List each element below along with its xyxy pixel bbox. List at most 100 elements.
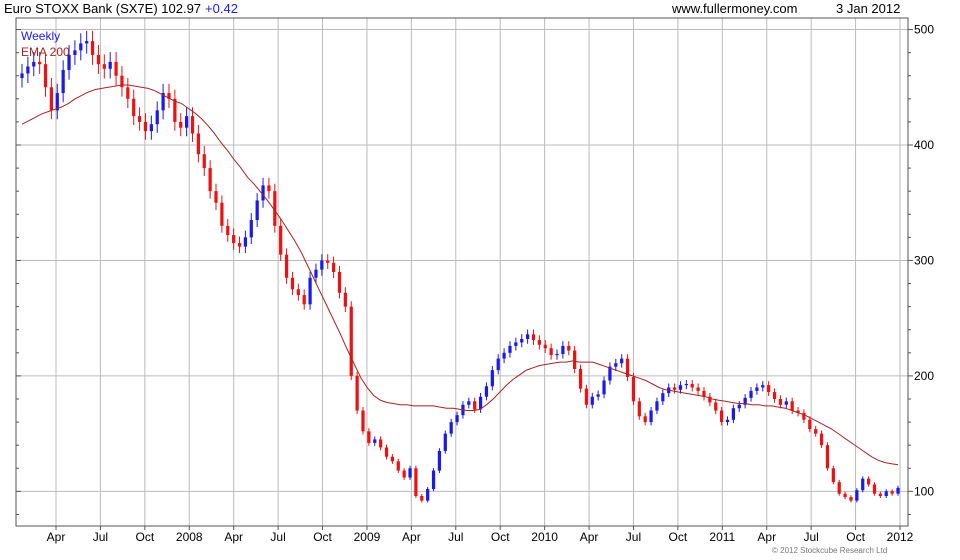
candle-body [297,289,300,295]
candle-body [185,116,188,128]
y-tick-label: 500 [914,23,934,37]
candle-body [620,359,623,364]
candle-body [156,110,159,124]
candle-body [444,434,447,451]
candle-body [538,340,541,345]
candle-body [214,191,217,203]
candles [20,31,899,503]
candle-body [285,255,288,278]
candle-body [479,397,482,410]
candle-body [403,471,406,478]
candle-body [561,346,564,354]
candle-body [414,468,417,496]
candle-body [638,401,641,416]
candle-body [138,116,141,122]
candle-body [209,168,212,191]
x-tick-label: 2008 [176,530,203,544]
candle-body [779,399,782,405]
candle-body [691,384,694,387]
candle-body [173,99,176,122]
candle-body [896,488,899,494]
x-tick-label: Oct [669,530,688,544]
candle-body [685,384,688,385]
candle-body [73,50,76,55]
candle-body [132,99,135,116]
candle-body [791,401,794,410]
x-tick-label: Jul [626,530,641,544]
candle-body [109,62,112,69]
candle-body [785,401,788,404]
candle-body [808,420,811,429]
candle-body [614,363,617,366]
candle-body [397,461,400,470]
candle-body [773,392,776,399]
y-tick-label: 300 [914,253,934,267]
candle-body [814,429,817,434]
candle-body [520,339,523,342]
candle-body [879,494,882,496]
candle-body [279,226,282,255]
x-tick-label: Apr [47,530,66,544]
candle-body [885,491,888,496]
candle-body [550,348,553,355]
candle-body [391,457,394,462]
candle-body [226,226,229,235]
candle-body [332,263,335,272]
y-tick-label: 200 [914,369,934,383]
candle-body [673,387,676,389]
x-tick-label: Apr [402,530,421,544]
candle-body [114,62,117,76]
candle-body [873,484,876,493]
candle-body [720,411,723,423]
y-tick-label: 100 [914,484,934,498]
candle-body [843,494,846,497]
axes: 100 200 300 400 500 Apr Jul Oct 2008 Apr Jul Oct 200… [16,18,934,544]
candle-body [832,468,835,482]
candle-body [514,342,517,345]
x-tick-label: Jul [270,530,285,544]
candle-body [426,489,429,501]
candle-body [50,87,53,110]
candle-body [473,401,476,409]
candle-body [379,439,382,447]
candle-body [714,402,717,410]
candle-body [244,237,247,246]
legend-weekly: Weekly [21,29,60,43]
candle-body [238,243,241,246]
candle-body [749,391,752,398]
candle-body [820,434,823,446]
candle-body [291,278,294,290]
candle-body [649,411,652,423]
candle-body [761,385,764,387]
x-tick-label: Oct [846,530,865,544]
candle-body [585,389,588,405]
candle-body [544,345,547,348]
candle-body [191,116,194,133]
candle-body [32,62,35,67]
candle-body [314,270,317,278]
candle-body [20,73,23,78]
candle-body [467,401,470,404]
candle-body [738,405,741,408]
candle-body [632,377,635,401]
candle-body [491,370,494,386]
candle-body [497,359,500,371]
candle-body [485,386,488,396]
x-tick-label: Apr [224,530,243,544]
candle-body [602,381,605,395]
candle-body [85,41,88,43]
x-tick-label: 2012 [887,530,914,544]
grid [16,18,908,526]
x-tick-label: Oct [491,530,510,544]
candle-body [220,203,223,226]
candle-body [655,401,658,410]
candle-body [91,41,94,55]
candle-body [338,272,341,293]
x-tick-label: Jul [803,530,818,544]
candle-body [355,376,358,411]
candle-body [38,62,41,64]
candle-body [438,451,441,471]
candle-body [144,122,147,131]
x-tick-label: 2010 [531,530,558,544]
x-tick-label: Oct [313,530,332,544]
